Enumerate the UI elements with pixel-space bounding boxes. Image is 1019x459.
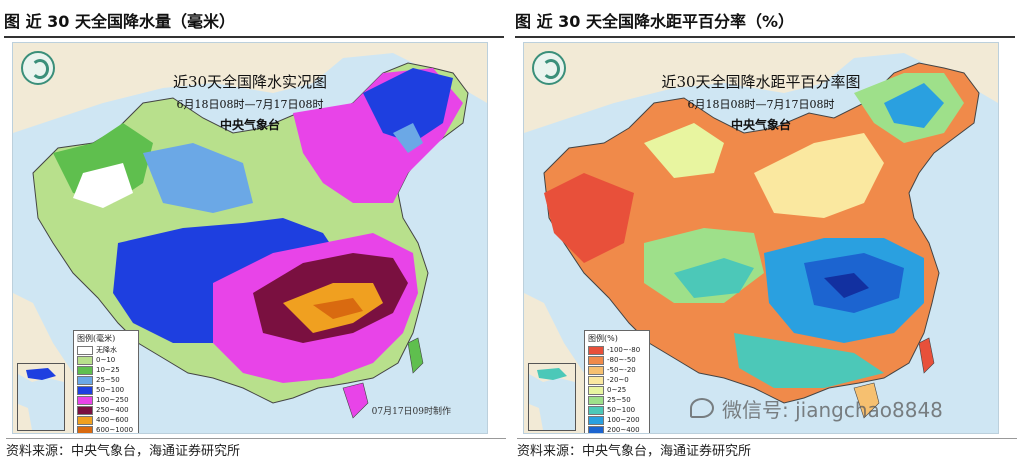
legend-label: 0~25 <box>607 386 627 394</box>
map-agency: 中央气象台 <box>219 118 280 132</box>
legend-swatch <box>77 375 93 385</box>
legend-swatch <box>588 345 604 355</box>
legend-swatch <box>588 425 604 433</box>
map-title-block: 近30天全国降水距平百分率图 6月18日08时—7月17日08时 中央气象台 <box>524 71 998 133</box>
legend-swatch <box>588 415 604 425</box>
legend-item: 600~1000 <box>77 425 135 434</box>
wechat-watermark: 微信号: jiangchao8848 <box>690 393 943 423</box>
anomaly-panel: 图 近 30 天全国降水距平百分率（%） 近30天全国降水距平百分率图 6月18… <box>515 0 1017 459</box>
map-period: 6月18日08时—7月17日08时 <box>687 98 835 111</box>
legend-label: 600~1000 <box>96 426 134 434</box>
legend-item: -50~-20 <box>588 365 646 375</box>
legend-item: 25~50 <box>77 375 135 385</box>
legend-item: 50~100 <box>588 405 646 415</box>
legend-label: -100~-80 <box>607 346 641 354</box>
source-note: 资料来源：中央气象台，海通证券研究所 <box>517 438 1017 459</box>
legend-title: 图例(%) <box>588 334 618 343</box>
figure-title: 图 近 30 天全国降水距平百分率（%） <box>515 8 1015 38</box>
china-anomaly-map-graphic <box>524 43 998 433</box>
legend-swatch <box>588 405 604 415</box>
legend-label: -80~-50 <box>607 356 636 364</box>
legend-item: 25~50 <box>588 395 646 405</box>
legend-swatch <box>588 385 604 395</box>
figure-title: 图 近 30 天全国降水量（毫米） <box>4 8 504 38</box>
legend-label: 10~25 <box>96 366 120 374</box>
legend-label: 400~600 <box>96 416 129 424</box>
legend-label: 无降水 <box>96 346 117 354</box>
map-title: 近30天全国降水实况图 <box>172 73 328 91</box>
legend-swatch <box>77 345 93 355</box>
wechat-icon <box>690 398 714 418</box>
legend-item: 无降水 <box>77 345 135 355</box>
legend-item: 0~10 <box>77 355 135 365</box>
map-period: 6月18日08时—7月17日08时 <box>176 98 324 111</box>
map-title-block: 近30天全国降水实况图 6月18日08时—7月17日08时 中央气象台 <box>13 71 487 133</box>
legend-swatch <box>77 385 93 395</box>
legend-label: 25~50 <box>607 396 631 404</box>
legend-label: -50~-20 <box>607 366 636 374</box>
legend-label: 0~10 <box>96 356 116 364</box>
cma-logo <box>532 51 566 85</box>
legend-item: 0~25 <box>588 385 646 395</box>
legend-item: 250~400 <box>77 405 135 415</box>
source-note: 资料来源：中央气象台，海通证券研究所 <box>6 438 506 459</box>
map-legend: 图例(%) -100~-80 -80~-50 -50~-20 -20~0 0~25 25~… <box>584 330 650 434</box>
map-title: 近30天全国降水距平百分率图 <box>661 73 861 91</box>
legend-label: 100~250 <box>96 396 129 404</box>
legend-swatch <box>77 395 93 405</box>
south-china-sea-inset <box>17 363 65 431</box>
issue-note: 07月17日09时制作 <box>371 407 451 417</box>
legend-swatch <box>588 355 604 365</box>
legend-swatch <box>77 355 93 365</box>
legend-item: -80~-50 <box>588 355 646 365</box>
legend-swatch <box>77 425 93 433</box>
legend-label: 200~400 <box>607 426 640 434</box>
south-china-sea-inset <box>528 363 576 431</box>
legend-item: 50~100 <box>77 385 135 395</box>
legend-swatch <box>77 365 93 375</box>
precipitation-panel: 图 近 30 天全国降水量（毫米） 近30天全国降水实况图 6 <box>4 0 506 459</box>
legend-swatch <box>588 365 604 375</box>
legend-item: 400~600 <box>77 415 135 425</box>
legend-label: 100~200 <box>607 416 640 424</box>
legend-item: 100~200 <box>588 415 646 425</box>
legend-item: 100~250 <box>77 395 135 405</box>
legend-title: 图例(毫米) <box>77 334 116 343</box>
legend-label: 50~100 <box>96 386 125 394</box>
legend-item: -20~0 <box>588 375 646 385</box>
china-precip-map-graphic <box>13 43 487 433</box>
legend-item: -100~-80 <box>588 345 646 355</box>
legend-label: 50~100 <box>607 406 636 414</box>
map-legend: 图例(毫米) 无降水 0~10 10~25 25~50 50~100 100~250 250… <box>73 330 139 434</box>
legend-label: -20~0 <box>607 376 629 384</box>
map-agency: 中央气象台 <box>730 118 791 132</box>
cma-logo <box>21 51 55 85</box>
legend-swatch <box>77 405 93 415</box>
watermark-text: 微信号: jiangchao8848 <box>722 397 943 422</box>
legend-item: 10~25 <box>77 365 135 375</box>
legend-label: 250~400 <box>96 406 129 414</box>
legend-label: 25~50 <box>96 376 120 384</box>
precipitation-map: 近30天全国降水实况图 6月18日08时—7月17日08时 中央气象台 图例(毫… <box>12 42 488 434</box>
legend-item: 200~400 <box>588 425 646 434</box>
anomaly-map: 近30天全国降水距平百分率图 6月18日08时—7月17日08时 中央气象台 图… <box>523 42 999 434</box>
legend-swatch <box>588 395 604 405</box>
legend-swatch <box>588 375 604 385</box>
legend-swatch <box>77 415 93 425</box>
